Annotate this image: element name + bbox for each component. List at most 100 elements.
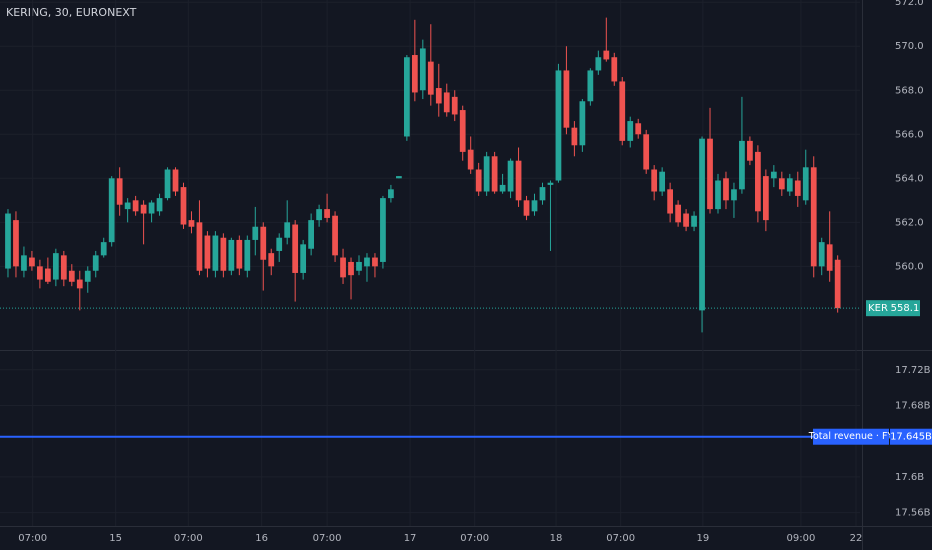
x-tick-label: 17 bbox=[404, 533, 417, 544]
candle-body bbox=[396, 176, 402, 179]
value-badge bbox=[890, 428, 932, 445]
candle-body bbox=[778, 178, 785, 190]
candle-body bbox=[204, 235, 211, 269]
candle-body bbox=[723, 178, 729, 201]
candle-body bbox=[132, 200, 139, 212]
x-tick-label: 07:00 bbox=[460, 533, 489, 544]
candle-body bbox=[515, 160, 522, 201]
candle-body bbox=[667, 189, 674, 214]
candle-body bbox=[188, 220, 195, 227]
candle-body bbox=[13, 220, 19, 267]
candle-body bbox=[332, 215, 338, 256]
candle-body bbox=[5, 213, 11, 269]
legend-label: Total revenue · FY bbox=[808, 431, 894, 442]
x-tick-label: 22 bbox=[850, 533, 863, 544]
candle-body bbox=[802, 167, 809, 201]
candle-body bbox=[826, 244, 833, 271]
candle-body bbox=[595, 57, 602, 71]
chart-title: KERING, 30, EURONEXT bbox=[6, 6, 137, 19]
candle-body bbox=[747, 140, 753, 161]
y-tick-label: 566.0 bbox=[895, 129, 924, 140]
candle-body bbox=[731, 189, 737, 201]
candle-body bbox=[467, 149, 474, 170]
candle-body bbox=[308, 220, 315, 249]
candle-body bbox=[683, 213, 689, 227]
candle-body bbox=[124, 202, 131, 210]
candle-body bbox=[21, 255, 27, 271]
candle-body bbox=[523, 200, 530, 216]
y-tick-label: 17.68B bbox=[895, 400, 931, 411]
candle-body bbox=[435, 88, 442, 104]
candle-body bbox=[68, 270, 75, 282]
candle-body bbox=[252, 226, 259, 240]
candle-body bbox=[180, 187, 187, 225]
candle-body bbox=[611, 57, 618, 82]
candle-body bbox=[108, 178, 115, 243]
candle-body bbox=[459, 110, 466, 152]
candle-body bbox=[739, 140, 745, 190]
candle-body bbox=[643, 134, 650, 170]
candle-body bbox=[539, 187, 546, 201]
y-tick-label: 17.56B bbox=[895, 508, 931, 519]
candle-body bbox=[675, 204, 681, 223]
candle-body bbox=[531, 200, 538, 212]
candle-body bbox=[140, 204, 147, 214]
candle-body bbox=[172, 169, 179, 192]
candle-body bbox=[507, 160, 514, 192]
x-tick-label: 19 bbox=[696, 533, 709, 544]
candle-body bbox=[427, 61, 434, 95]
y-tick-label: 568.0 bbox=[895, 85, 924, 96]
candle-body bbox=[60, 255, 67, 280]
candle-body bbox=[651, 169, 658, 192]
candle-body bbox=[268, 253, 275, 267]
candle-body bbox=[786, 178, 793, 192]
candle-body bbox=[563, 70, 570, 128]
candle-body bbox=[419, 48, 426, 91]
candle-body bbox=[44, 268, 51, 282]
x-tick-label: 18 bbox=[550, 533, 563, 544]
candle-body bbox=[571, 127, 578, 146]
value-label: 17.645B bbox=[890, 432, 932, 443]
candle-body bbox=[499, 184, 506, 192]
y-tick-label: 560.0 bbox=[895, 261, 924, 272]
y-tick-label: 17.6B bbox=[895, 472, 924, 483]
symbol-label: KER bbox=[868, 303, 888, 314]
candle-body bbox=[164, 169, 171, 199]
candle-body bbox=[659, 171, 666, 192]
candle-body bbox=[587, 70, 594, 102]
candle-body bbox=[555, 70, 562, 181]
candle-body bbox=[348, 261, 354, 276]
candle-body bbox=[364, 257, 370, 267]
y-tick-label: 17.72B bbox=[895, 365, 931, 376]
candle-body bbox=[300, 244, 307, 273]
candle-body bbox=[156, 198, 163, 212]
candle-body bbox=[547, 182, 554, 185]
candle-body bbox=[635, 123, 642, 135]
candle-body bbox=[284, 222, 291, 238]
candle-body bbox=[292, 224, 299, 273]
candle-body bbox=[707, 138, 713, 210]
candle-body bbox=[483, 156, 490, 192]
candle-body bbox=[475, 169, 482, 192]
x-tick-label: 16 bbox=[255, 533, 268, 544]
candle-body bbox=[770, 171, 777, 179]
candle-body bbox=[762, 176, 769, 221]
candle-body bbox=[372, 257, 378, 267]
candle-body bbox=[627, 121, 634, 141]
symbol-badge bbox=[866, 300, 890, 317]
candle-body bbox=[276, 237, 283, 251]
x-tick-label: 15 bbox=[109, 533, 122, 544]
candle-body bbox=[29, 257, 35, 267]
candle-body bbox=[220, 237, 227, 271]
y-tick-label: 570.0 bbox=[895, 41, 924, 52]
candle-body bbox=[834, 259, 841, 309]
x-tick-label: 07:00 bbox=[313, 533, 342, 544]
candle-body bbox=[212, 235, 219, 271]
candle-body bbox=[451, 96, 458, 115]
candle-body bbox=[244, 239, 251, 271]
candle-body bbox=[403, 57, 410, 137]
series-name-badge bbox=[813, 428, 889, 445]
candle-body bbox=[236, 239, 243, 269]
y-tick-label: 564.0 bbox=[895, 173, 924, 184]
